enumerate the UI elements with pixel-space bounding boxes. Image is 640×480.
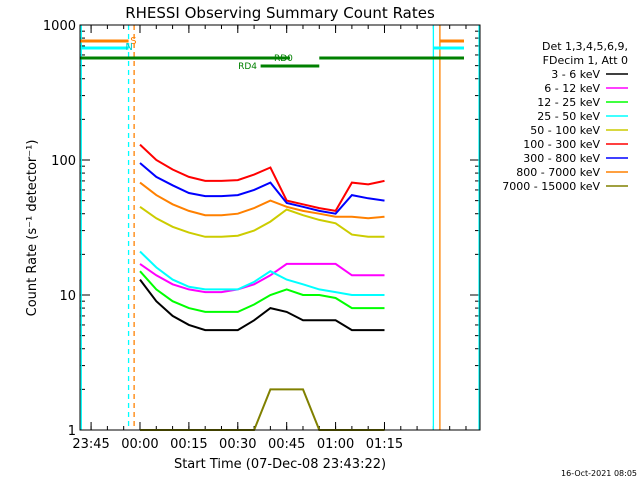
legend-label: 50 - 100 keV: [530, 124, 600, 137]
legend-header-1: Det 1,3,4,5,6,9,: [542, 40, 628, 53]
s-label: S: [130, 36, 136, 47]
legend-label: 25 - 50 keV: [537, 110, 600, 123]
series-line: [139, 278, 385, 332]
y-tick-label: 1: [68, 424, 76, 439]
x-tick-label: 00:15: [170, 437, 207, 452]
y-tick-label: 10: [59, 289, 76, 304]
series-line: [139, 205, 385, 238]
x-tick-label: 23:45: [72, 437, 109, 452]
legend-label: 12 - 25 keV: [537, 96, 600, 109]
x-tick-label: 00:30: [219, 437, 256, 452]
series-line: [139, 143, 385, 213]
plot-area: 1 10 100 1000 23:45 00:00 00:15 00:30 00:45 01:00…: [43, 19, 480, 452]
plot-frame: [79, 24, 481, 431]
legend-label: 7000 - 15000 keV: [502, 180, 600, 193]
x-tick-label: 01:15: [366, 437, 403, 452]
rd0-label: RD0: [274, 54, 293, 64]
series-line: [139, 162, 385, 215]
legend-label: 800 - 7000 keV: [516, 166, 600, 179]
series-line: [140, 388, 385, 431]
series-line: [139, 270, 385, 313]
x-tick-label: 00:00: [121, 437, 158, 452]
x-tick-label: 01:00: [317, 437, 354, 452]
legend-label: 3 - 6 keV: [551, 68, 600, 81]
chart-title: RHESSI Observing Summary Count Rates: [125, 4, 435, 22]
series-line: [139, 262, 385, 294]
y-tick-label: 1000: [43, 19, 76, 34]
series-line: [139, 250, 385, 296]
timestamp: 16-Oct-2021 08:05: [561, 469, 637, 478]
y-axis-label: Count Rate (s⁻¹ detector⁻¹): [25, 140, 40, 317]
legend-label: 300 - 800 keV: [523, 152, 600, 165]
x-axis-label: Start Time (07-Dec-08 23:43:22): [174, 457, 386, 472]
rd4-label: RD4: [238, 62, 257, 72]
legend-label: 100 - 300 keV: [523, 138, 600, 151]
legend-label: 6 - 12 keV: [544, 82, 600, 95]
series-line: [139, 181, 385, 220]
legend-header-2: FDecim 1, Att 0: [543, 54, 628, 67]
x-tick-label: 00:45: [268, 437, 305, 452]
n-label: N: [125, 42, 132, 53]
y-tick-label: 100: [51, 154, 76, 169]
